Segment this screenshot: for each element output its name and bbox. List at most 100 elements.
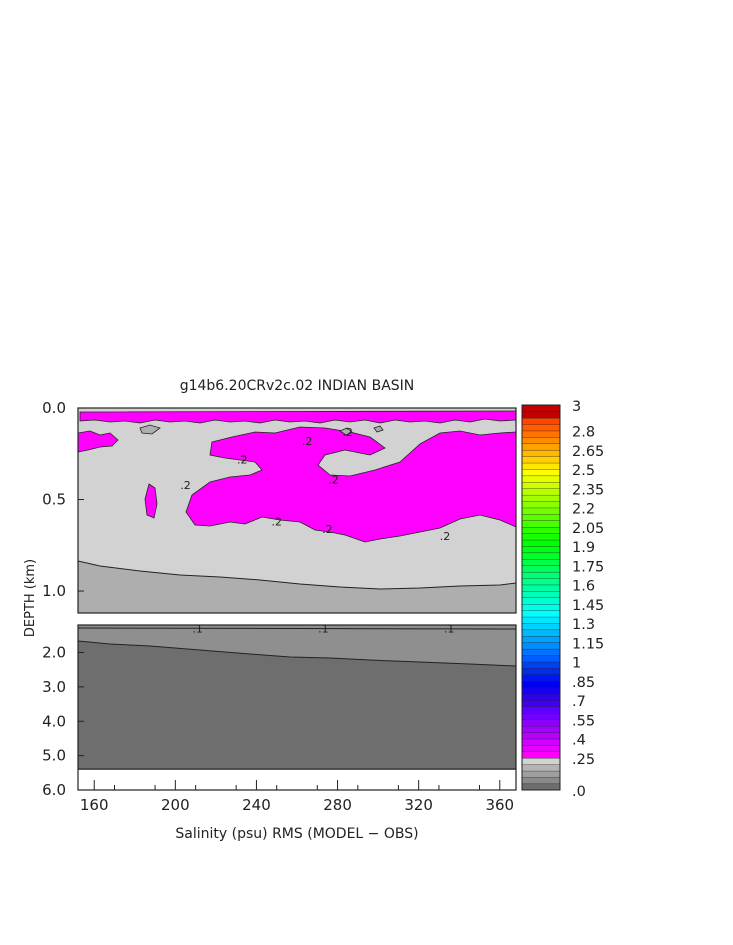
colorbar-swatch — [521, 443, 561, 451]
axes: 160 200 240 280 320 360 0.0 0.5 1.0 2.0 3.0 4.0 5.0 6… — [42, 399, 514, 814]
colorbar-swatch — [521, 494, 561, 502]
colorbar-label: .55 — [572, 713, 595, 729]
colorbar-swatch — [521, 642, 561, 650]
upper-panel — [78, 408, 516, 613]
colorbar-swatch — [521, 507, 561, 515]
colorbar-swatch — [521, 481, 561, 489]
colorbar-swatch — [521, 616, 561, 624]
colorbar-label: 1.9 — [572, 540, 595, 556]
contour-label: .2 — [342, 426, 353, 439]
colorbar-label: 2.65 — [572, 444, 604, 460]
colorbar-swatch — [521, 667, 561, 675]
colorbar-swatch — [521, 680, 561, 688]
colorbar-label: 2.35 — [572, 482, 604, 498]
colorbar-swatch — [521, 732, 561, 740]
upper-deep-band — [78, 560, 516, 613]
colorbar-swatch — [521, 545, 561, 554]
colorbar-swatch — [521, 501, 561, 509]
magenta-top-strip — [79, 410, 516, 424]
y-axis-label: DEPTH (km) — [23, 559, 38, 637]
colorbar-label: 1.6 — [572, 579, 595, 595]
contour-label: .1 — [192, 622, 203, 635]
colorbar-swatch — [521, 655, 561, 663]
colorbar-swatch — [521, 578, 561, 586]
lower-panel-frame — [77, 624, 517, 791]
colorbar-swatch — [521, 558, 561, 566]
colorbar-swatch — [521, 725, 561, 733]
colorbar-swatch — [521, 571, 561, 579]
colorbar-swatch — [521, 622, 561, 631]
lower-panel — [78, 625, 516, 790]
x-tick-label: 360 — [485, 796, 514, 814]
colorbar-swatch — [521, 648, 561, 656]
colorbar-label: 2.5 — [572, 463, 595, 479]
lower-top-contour — [78, 627, 516, 630]
contour-label: .2 — [302, 435, 313, 448]
contour-label: .2 — [322, 523, 333, 536]
y-tick-label: 4.0 — [42, 712, 66, 730]
colorbar-label: 3 — [572, 399, 581, 415]
colorbar-label: 1 — [572, 656, 581, 672]
colorbar-swatch — [521, 513, 561, 521]
colorbar-swatch — [521, 783, 561, 791]
colorbar-swatch — [521, 687, 561, 695]
colorbar-swatch — [521, 757, 561, 765]
colorbar-swatch — [521, 719, 561, 727]
colorbar-swatch — [521, 751, 561, 759]
colorbar-label: 2.2 — [572, 502, 595, 518]
colorbar-swatch — [521, 661, 561, 669]
colorbar-swatch — [521, 590, 561, 598]
gray-patch-2 — [339, 427, 353, 436]
colorbar-label: .0 — [572, 784, 586, 800]
colorbar-swatch — [521, 770, 561, 778]
colorbar-swatch — [521, 424, 561, 432]
colorbar-label: .4 — [572, 733, 586, 749]
colorbar-swatch — [521, 417, 561, 425]
colorbar-swatch — [521, 404, 561, 412]
colorbar-swatch — [521, 629, 561, 637]
colorbar-swatch — [521, 475, 561, 483]
colorbar-label: .85 — [572, 675, 595, 691]
colorbar-swatch — [521, 610, 561, 618]
colorbar: .0 .25 .4 .55 .7 .85 1 1.15 1.3 1.45 1.6 1.75 1.9 2.0… — [521, 399, 604, 800]
colorbar-swatch — [521, 584, 561, 592]
colorbar-swatch — [521, 462, 561, 470]
y-tick-label: 3.0 — [42, 678, 66, 696]
colorbar-label: 1.45 — [572, 598, 604, 614]
x-tick-label: 280 — [323, 796, 352, 814]
colorbar-swatch — [521, 693, 561, 701]
colorbar-label: 1.15 — [572, 636, 604, 652]
colorbar-swatch — [521, 744, 561, 752]
magenta-small-blob — [144, 483, 158, 519]
colorbar-swatch — [521, 468, 561, 477]
colorbar-frame — [521, 404, 561, 791]
colorbar-swatch — [521, 764, 561, 772]
colorbar-label: .7 — [572, 694, 586, 710]
colorbar-swatch — [521, 456, 561, 464]
chart-title: g14b6.20CRv2c.02 INDIAN BASIN — [180, 378, 415, 394]
colorbar-swatch — [521, 526, 561, 534]
colorbar-swatch — [521, 430, 561, 438]
magenta-west-blob — [78, 430, 119, 453]
colorbar-swatch — [521, 411, 561, 419]
contour-label: .2 — [271, 515, 282, 528]
colorbar-swatch — [521, 520, 561, 528]
y-tick-label: 0.0 — [42, 399, 66, 417]
contour-label: .1 — [318, 622, 329, 635]
x-tick-label: 160 — [80, 796, 109, 814]
x-tick-label: 320 — [404, 796, 433, 814]
colorbar-label: 2.8 — [572, 425, 595, 441]
colorbar-swatch — [521, 597, 561, 605]
colorbar-swatch — [521, 565, 561, 573]
y-tick-label: 2.0 — [42, 644, 66, 662]
colorbar-swatch — [521, 449, 561, 457]
colorbar-swatch — [521, 674, 561, 682]
contour-label: .1 — [444, 622, 455, 635]
contour-label: .2 — [328, 473, 339, 486]
x-tick-label: 240 — [242, 796, 271, 814]
y-tick-label: 1.0 — [42, 582, 66, 600]
x-axis-label: Salinity (psu) RMS (MODEL − OBS) — [175, 826, 418, 842]
colorbar-swatch — [521, 738, 561, 746]
y-tick-label: 6.0 — [42, 781, 66, 799]
